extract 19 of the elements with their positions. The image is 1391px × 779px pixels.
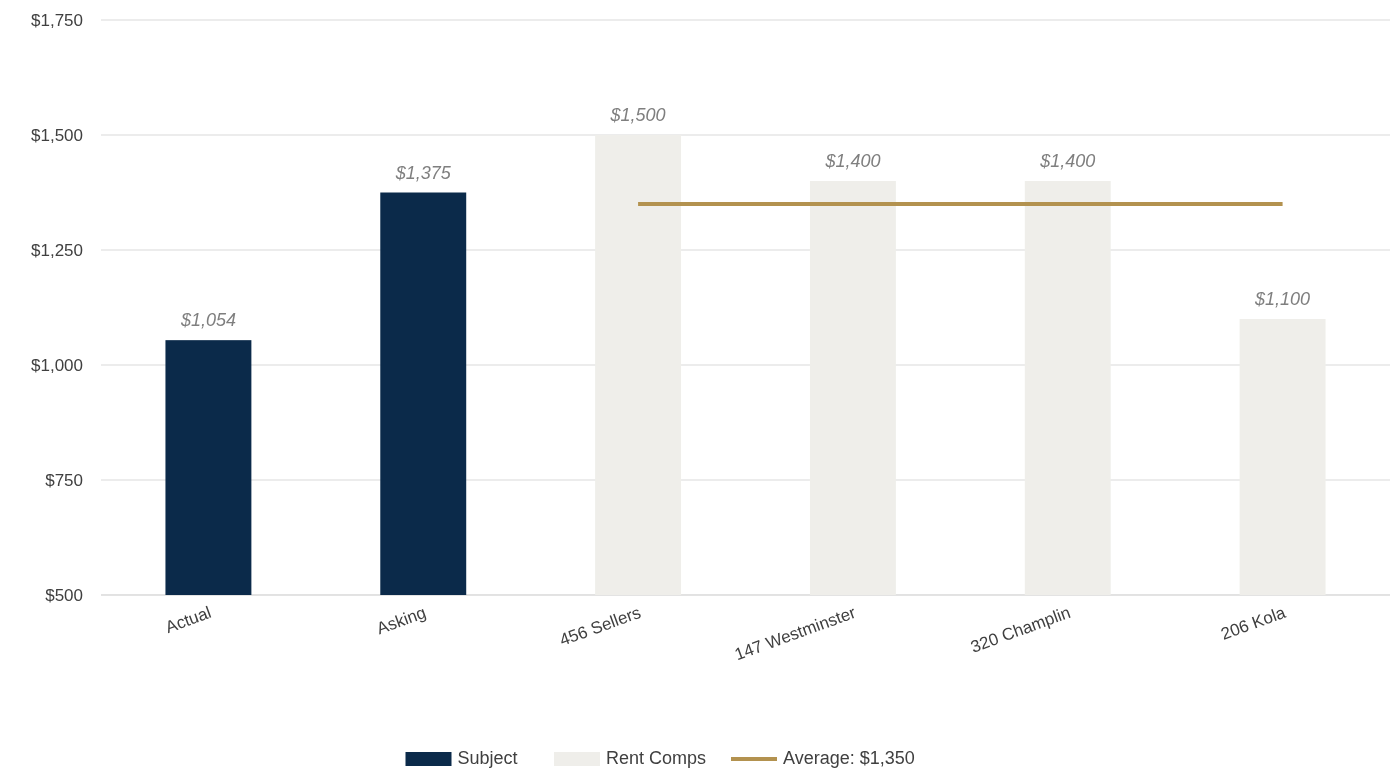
y-tick-label: $1,250: [31, 240, 83, 260]
y-tick-label: $500: [45, 585, 83, 605]
y-tick-label: $750: [45, 470, 83, 490]
text: $1,054: [180, 310, 236, 331]
text: $1,400: [825, 151, 881, 171]
x-tick-label: 206 Kola: [1218, 602, 1289, 644]
y-tick-label: $1,000: [31, 355, 83, 375]
text: $1,375: [395, 162, 451, 183]
y-tick-label: $1,500: [31, 125, 83, 145]
text: $1,400: [1040, 151, 1096, 171]
x-tick-label: Asking: [374, 602, 429, 639]
legend-label: Subject: [457, 748, 518, 768]
x-tick-label: 456 Sellers: [557, 602, 644, 650]
text: $1,100: [1255, 289, 1311, 309]
x-tick-label: Actual: [162, 602, 214, 637]
text: $1,500: [610, 105, 666, 125]
y-tick-label: $1,750: [31, 10, 83, 30]
legend-label: Average: $1,350: [783, 748, 915, 768]
legend-label: Rent Comps: [606, 748, 707, 768]
